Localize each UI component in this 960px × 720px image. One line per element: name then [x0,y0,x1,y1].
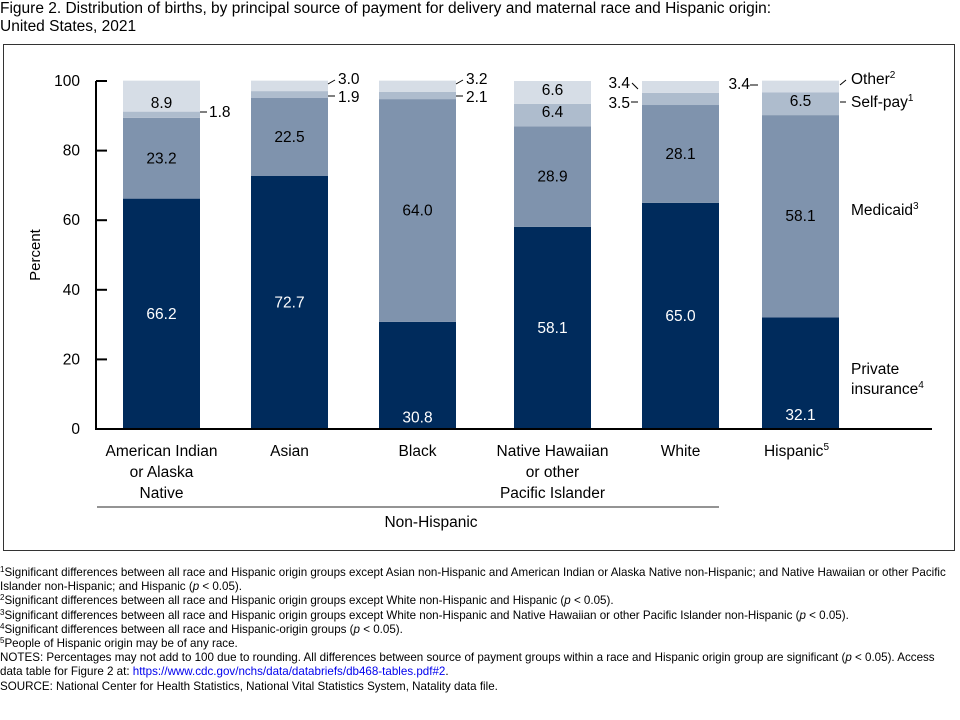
bar-segment-other [251,80,328,92]
bar-segment-self-pay [762,92,839,116]
data-label: 32.1 [785,407,815,424]
bar-segment-private-insurance [379,321,456,429]
data-label: 3.0 [338,71,360,88]
y-tick-label: 0 [71,421,80,438]
legend-superscript: 3 [913,201,919,212]
x-category-label: American Indian [105,443,217,460]
footnote-5: 5People of Hispanic origin may be of any… [0,636,238,651]
x-category-label: or other [526,464,579,481]
data-label: 58.1 [785,208,815,225]
bar-segment-other [123,80,200,112]
x-category-label: Asian [270,443,309,460]
x-axis-categories: American Indian or Alaska Native Asian Black… [105,442,829,502]
bar-segment-self-pay [379,91,456,100]
bar-segment-private-insurance [642,202,719,429]
bar-segment-self-pay [514,103,591,127]
bar-segment-medicaid [379,99,456,322]
x-category-superscript: 5 [823,442,829,453]
figure-title: Figure 2. Distribution of births, by pri… [0,0,950,36]
footnote-1: 1Significant differences between all rac… [0,565,946,594]
bar-segment-medicaid [123,117,200,199]
data-table-link[interactable]: https://www.cdc.gov/nchs/data/databriefs… [132,665,446,679]
x-category-label: or Alaska [130,464,194,481]
figure-title-line1: Figure 2. Distribution of births, by pri… [0,0,772,17]
legend-superscript: 4 [918,380,924,391]
data-label: 3.4 [608,75,630,92]
bar-segment-self-pay [642,92,719,106]
footnote-4: 4Significant differences between all rac… [0,621,403,636]
data-label: 64.0 [402,202,433,219]
data-label: 6.6 [542,82,564,99]
data-label: 22.5 [274,129,304,146]
y-tick-label: 40 [63,282,81,299]
y-tick-label: 60 [63,212,81,229]
x-category-label: Native Hawaiian [497,443,609,460]
legend-label: Medicaid3 [851,201,919,219]
figure-title-line2: United States, 2021 [0,18,137,35]
bar-segment-other [762,80,839,93]
data-label: 65.0 [665,308,696,325]
data-label: 66.2 [146,306,176,323]
bar-segment-other [642,81,719,93]
data-label: 1.8 [209,104,231,121]
legend-leader [839,79,847,86]
footnote-3: 3Significant differences between all rac… [0,607,849,622]
data-label-leader [455,79,464,85]
data-label-leader [327,79,336,85]
footnote-2: 2Significant differences between all rac… [0,593,614,608]
data-label: 28.1 [665,146,695,163]
data-label: 1.9 [338,89,360,106]
data-labels-layer: 66.2 23.2 72.7 22.5 30.8 64.0 58.1 28.9 65.0 28.1… [146,71,815,426]
y-tick-label: 100 [54,73,80,90]
data-label: 30.8 [402,409,432,426]
x-category-label: Black [399,443,437,460]
bar-segment-medicaid [251,97,328,177]
data-label: 72.7 [274,295,304,312]
notes: NOTES: Percentages may not add to 100 du… [0,651,935,679]
y-tick-label: 20 [63,351,81,368]
bar-segment-other [379,80,456,92]
non-hispanic-group-label: Non-Hispanic [384,514,477,531]
data-label: 3.5 [608,95,630,112]
bar-segment-other [514,81,591,104]
y-axis: 0 20 40 60 80 100 [54,73,932,438]
bar-segment-medicaid [642,105,719,203]
bar-segment-private-insurance [762,317,839,429]
source: SOURCE: National Center for Health Stati… [0,679,498,693]
y-tick-label: 80 [63,143,81,160]
bar-segment-private-insurance [514,226,591,429]
chart-frame [3,44,955,551]
bar-segment-private-insurance [251,176,328,429]
x-category-label: Pacific Islander [500,485,605,502]
x-category-label: Hispanic5 [764,442,829,460]
legend: Other2 Self-pay1 Medicaid3 Private insurance… [839,70,924,398]
bar-segment-self-pay [251,91,328,98]
legend-superscript: 2 [890,70,896,81]
legend-label: Private [851,361,899,378]
footnotes: 1Significant differences between all rac… [0,566,950,694]
legend-label: insurance4 [851,380,924,398]
data-label: 58.1 [537,320,567,337]
legend-label: Self-pay1 [851,93,914,111]
legend-label: Other2 [851,70,896,88]
data-label: 8.9 [151,95,173,112]
x-category-label: Native [140,485,184,502]
data-label-leader [631,82,639,90]
data-label: 3.4 [728,76,750,93]
bar-segment-medicaid [514,126,591,227]
data-label: 6.4 [542,104,564,121]
bars-layer [123,80,839,429]
data-label: 6.5 [790,93,812,110]
bar-segment-self-pay [123,111,200,118]
bar-segment-private-insurance [123,198,200,429]
legend-superscript: 1 [908,93,914,104]
data-label: 2.1 [466,89,488,106]
bar-segment-medicaid [762,115,839,318]
data-label: 3.2 [466,71,488,88]
y-axis-title: Percent [27,228,44,281]
data-label: 28.9 [537,169,567,186]
data-label: 23.2 [146,150,176,167]
x-category-label: White [661,443,701,460]
